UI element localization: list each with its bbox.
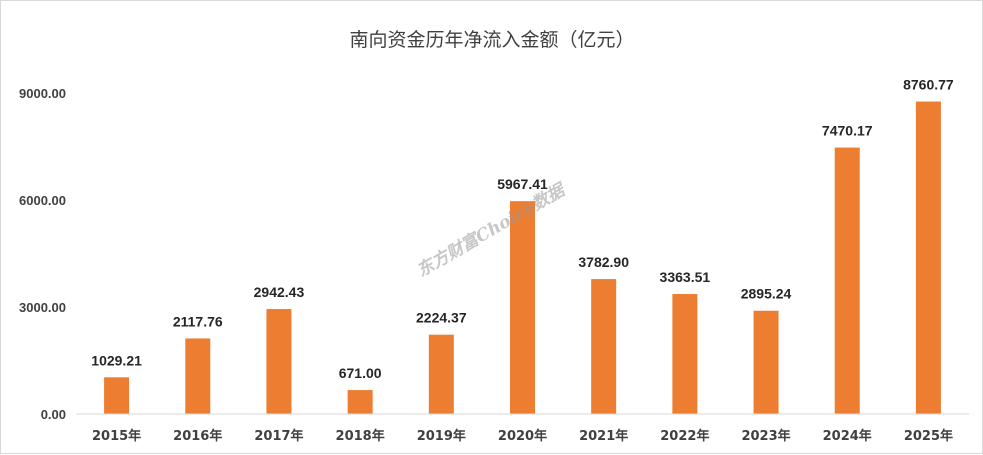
bar [753, 310, 779, 414]
bar [672, 294, 698, 414]
data-label: 671.00 [339, 365, 382, 381]
x-tick-label: 2025年 [904, 428, 953, 444]
x-tick-label: 2021年 [579, 428, 628, 444]
bar [266, 309, 292, 414]
bar [591, 279, 617, 414]
watermark-text: 东方财富Choice数据 [414, 179, 571, 281]
bar [347, 390, 373, 414]
x-axis: 2015年 2016年 2017年 2018年 2019年 2020年 2021年 2022年… [76, 413, 969, 444]
bar [510, 201, 535, 414]
bar [834, 147, 860, 414]
data-label: 3363.51 [660, 269, 711, 285]
data-label: 2942.43 [254, 284, 305, 300]
y-tick-label: 0.00 [41, 407, 66, 422]
data-label: 7470.17 [822, 123, 873, 139]
data-label: 2224.37 [416, 310, 467, 326]
data-labels: 1029.21 2117.76 2942.43 671.00 2224.37 5967.4… [91, 77, 954, 382]
y-axis: 0.00 3000.00 6000.00 9000.00 [19, 86, 66, 422]
x-tick-label: 2016年 [173, 428, 222, 444]
bar [185, 338, 211, 414]
data-label: 8760.77 [903, 77, 954, 93]
x-tick-label: 2023年 [741, 428, 790, 444]
chart-title: 南向资金历年净流入金额（亿元） [349, 29, 634, 51]
x-tick-label: 2024年 [823, 428, 872, 444]
data-label: 3782.90 [578, 254, 629, 270]
x-tick-label: 2017年 [254, 428, 303, 444]
y-tick-label: 3000.00 [19, 300, 66, 315]
data-label: 1029.21 [91, 352, 142, 368]
x-tick-label: 2018年 [336, 428, 385, 444]
x-tick-label: 2020年 [498, 428, 547, 444]
data-label: 2117.76 [173, 313, 223, 329]
bar [428, 334, 454, 414]
x-tick-label: 2022年 [660, 428, 709, 444]
y-tick-label: 6000.00 [19, 193, 66, 208]
bars [104, 101, 941, 415]
bar [915, 101, 941, 415]
data-label: 5967.41 [497, 176, 548, 192]
y-tick-label: 9000.00 [19, 86, 66, 101]
data-label: 2895.24 [741, 286, 792, 302]
x-tick-label: 2019年 [417, 428, 466, 444]
x-tick-label: 2015年 [92, 428, 141, 444]
bar [104, 377, 130, 414]
